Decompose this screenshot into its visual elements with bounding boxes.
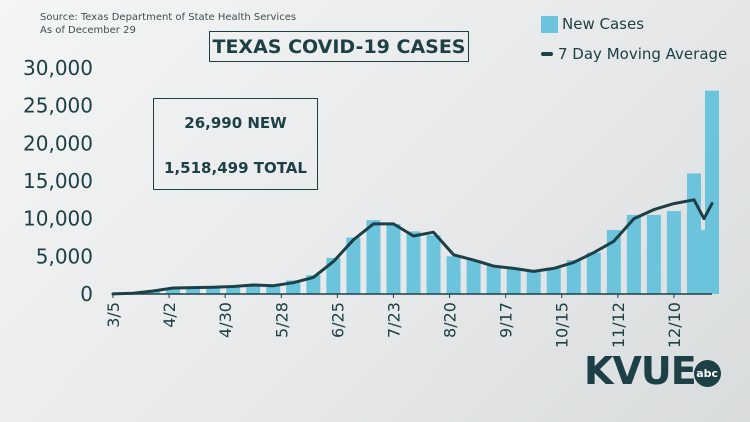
legend-item-moving-average: 7 Day Moving Average <box>541 43 727 65</box>
y-tick-label: 10,000 <box>23 207 93 231</box>
source-note: Source: Texas Department of State Health… <box>40 11 296 37</box>
bar <box>606 229 621 294</box>
legend: New Cases 7 Day Moving Average <box>541 13 727 73</box>
bar <box>586 252 601 294</box>
bar <box>646 214 661 294</box>
line-swatch-icon <box>541 52 553 56</box>
bar <box>186 287 201 294</box>
bar <box>206 286 221 294</box>
x-tick-label: 3/5 <box>104 302 123 328</box>
y-tick-label: 5,000 <box>36 244 93 268</box>
x-tick-label: 7/23 <box>384 302 403 338</box>
y-tick-label: 20,000 <box>23 131 93 155</box>
x-tick-label: 5/28 <box>272 302 291 338</box>
new-cases-stat: 26,990 NEW <box>184 114 287 132</box>
x-tick-label: 8/20 <box>441 302 460 338</box>
bar <box>406 231 421 294</box>
bar <box>266 284 281 294</box>
bar <box>626 214 641 294</box>
bar <box>386 223 401 294</box>
bar <box>366 220 381 294</box>
source-line: Source: Texas Department of State Health… <box>40 12 297 23</box>
bar <box>446 256 461 294</box>
logo-wordmark: KVUE <box>584 349 697 393</box>
bar <box>666 211 681 294</box>
bar <box>526 271 541 294</box>
x-tick-label: 6/25 <box>328 302 347 338</box>
x-tick-label: 10/15 <box>553 302 572 348</box>
bar <box>426 235 441 294</box>
moving-average-line <box>111 198 714 296</box>
bar <box>166 287 181 294</box>
y-tick-label: 0 <box>80 282 93 306</box>
stats-box: 26,990 NEW 1,518,499 TOTAL <box>153 98 318 190</box>
bar <box>486 265 501 294</box>
date-line: As of December 29 <box>40 25 136 36</box>
y-tick-label: 15,000 <box>23 169 93 193</box>
x-tick-label: 12/10 <box>665 302 684 348</box>
x-tick-label: 9/17 <box>497 302 516 338</box>
y-tick-label: 25,000 <box>23 94 93 118</box>
bar <box>506 269 521 294</box>
bar <box>326 257 341 294</box>
abc-badge-icon: abc <box>693 359 721 387</box>
x-tick-label: 4/30 <box>216 302 235 338</box>
bar <box>546 267 561 294</box>
legend-label-new-cases: New Cases <box>562 15 645 33</box>
chart-title: TEXAS COVID-19 CASES <box>209 31 469 62</box>
bar <box>246 284 261 294</box>
y-tick-label: 30,000 <box>23 56 93 80</box>
bar <box>466 260 481 294</box>
bar <box>306 275 321 294</box>
legend-item-new-cases: New Cases <box>541 13 727 35</box>
bar <box>566 260 581 294</box>
total-cases-stat: 1,518,499 TOTAL <box>164 159 307 177</box>
x-tick-label: 4/2 <box>160 302 179 328</box>
bar <box>705 90 719 295</box>
x-tick-label: 11/12 <box>609 302 628 348</box>
legend-label-moving-average: 7 Day Moving Average <box>558 45 728 63</box>
bar <box>346 237 361 294</box>
bar-swatch-icon <box>541 15 558 33</box>
bar <box>226 285 241 294</box>
kvue-logo: KVUE abc <box>584 349 721 393</box>
